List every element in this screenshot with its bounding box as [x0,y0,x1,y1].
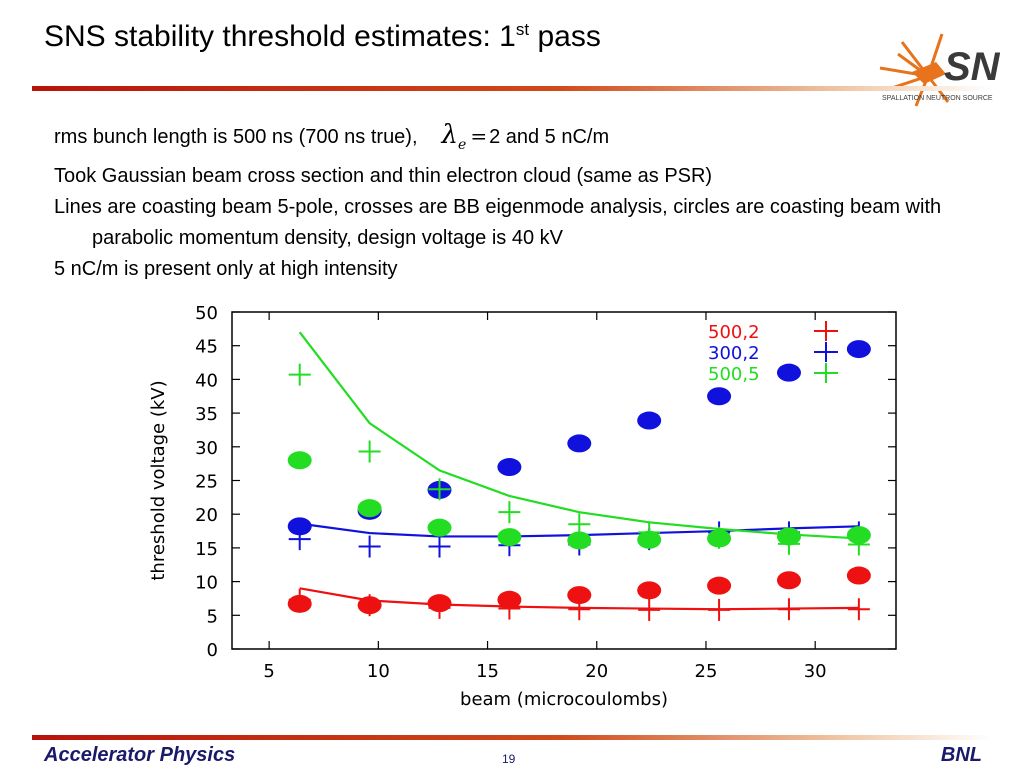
cross-point-300-2 [358,535,381,558]
cross-point-500-5 [777,532,800,555]
threshold-chart: 0 5 10 15 20 25 30 35 40 45 50 5 10 15 20 25 30 beam (mic… [148,303,897,710]
plot-frame [231,311,897,650]
bullet-list: rms bunch length is 500 ns (700 ns true)… [54,120,984,285]
circle-point-500-2 [776,571,801,590]
x-axis-label: beam (microcoulombs) [460,689,668,710]
title-text: SNS stability threshold estimates: 1 [44,20,516,53]
x-tick-label: 5 [263,661,274,682]
circle-point-300-2 [707,387,732,406]
x-tick-label: 30 [804,661,827,682]
cross-point-500-5 [847,533,870,556]
circle-point-300-2 [846,340,871,359]
y-tick-label: 20 [195,505,218,526]
bullet-1: rms bunch length is 500 ns (700 ns true)… [54,120,984,161]
y-tick-label: 35 [195,404,218,425]
bullet-1-value: 2 and 5 nC/m [489,126,610,148]
legend-marker-500-2 [814,321,838,341]
cross-point-500-2 [847,598,870,621]
circle-point-500-5 [567,531,592,550]
title-superscript: st [515,20,530,39]
cross-point-500-5 [638,521,661,544]
page-number: 19 [502,752,516,766]
circle-point-500-5 [497,528,522,547]
footer-left: Accelerator Physics [44,744,236,766]
y-tick-label: 10 [195,573,218,594]
y-tick-label: 45 [195,337,218,358]
legend-label-500-5: 500,5 [708,364,760,385]
y-tick-label: 0 [207,640,218,661]
cross-point-500-5 [568,513,591,536]
y-tick-label: 50 [195,303,218,324]
logo-subtext: SPALLATION NEUTRON SOURCE [882,95,993,102]
logo-text: SNS [944,45,1000,89]
circle-point-300-2 [497,458,522,477]
cross-point-500-5 [288,363,311,386]
cross-point-300-2 [288,528,311,551]
cross-point-500-5 [358,440,381,463]
x-tick-label: 10 [367,661,390,682]
x-tick-label: 20 [585,661,608,682]
series-line-500-5 [298,331,859,540]
circle-point-500-5 [427,518,452,537]
bullet-3: Lines are coasting beam 5-pole, crosses … [54,196,942,250]
lambda-subscript: e [458,137,467,154]
cross-point-500-2 [288,588,311,611]
bullet-1-text: rms bunch length is 500 ns (700 ns true)… [54,126,418,148]
y-tick-label: 15 [195,539,218,560]
circle-point-500-5 [357,499,382,518]
circle-point-500-2 [567,586,592,605]
cross-point-500-5 [708,526,731,549]
y-tick-label: 30 [195,438,218,459]
lambda-glyph: λ [441,120,459,150]
circle-point-300-2 [567,434,592,453]
circle-point-500-2 [637,581,662,600]
cross-point-500-2 [428,596,451,619]
legend-marker-300-2 [814,342,838,362]
circle-point-500-2 [846,566,871,585]
cross-point-500-2 [358,594,381,617]
y-axis-label: threshold voltage (kV) [148,380,169,580]
y-tick-label: 40 [195,370,218,391]
cross-point-300-2 [428,535,451,558]
slide-title: SNS stability threshold estimates: 1st p… [44,20,601,54]
legend-label-500-2: 500,2 [708,322,760,343]
bullet-2: Took Gaussian beam cross section and thi… [54,165,713,188]
legend-label-300-2: 300,2 [708,343,760,364]
footer-right: BNL [940,744,982,766]
x-tick-label: 15 [476,661,499,682]
cross-point-500-2 [708,598,731,621]
footer-divider [32,735,992,740]
y-tick-label: 5 [207,606,218,627]
sns-logo: SNS SPALLATION NEUTRON SOURCE [879,33,1000,107]
cross-point-500-5 [498,501,521,524]
lambda-symbol: λe [442,120,467,161]
cross-point-500-2 [498,597,521,620]
circle-point-500-5 [287,451,312,470]
circle-point-300-2 [637,411,662,430]
cross-point-500-2 [638,598,661,621]
circle-point-300-2 [287,517,312,536]
equals-sign: = [470,124,488,148]
x-tick-label: 25 [695,661,718,682]
legend-marker-500-5 [814,363,838,383]
circle-point-500-2 [707,576,732,595]
y-tick-label: 25 [195,472,218,493]
title-suffix: pass [529,20,601,53]
cross-point-500-2 [568,598,591,621]
circle-point-300-2 [776,363,801,382]
cross-point-500-2 [777,598,800,621]
bullet-4: 5 nC/m is present only at high intensity [54,258,398,281]
cross-point-500-5 [428,478,451,501]
title-divider [32,86,992,91]
